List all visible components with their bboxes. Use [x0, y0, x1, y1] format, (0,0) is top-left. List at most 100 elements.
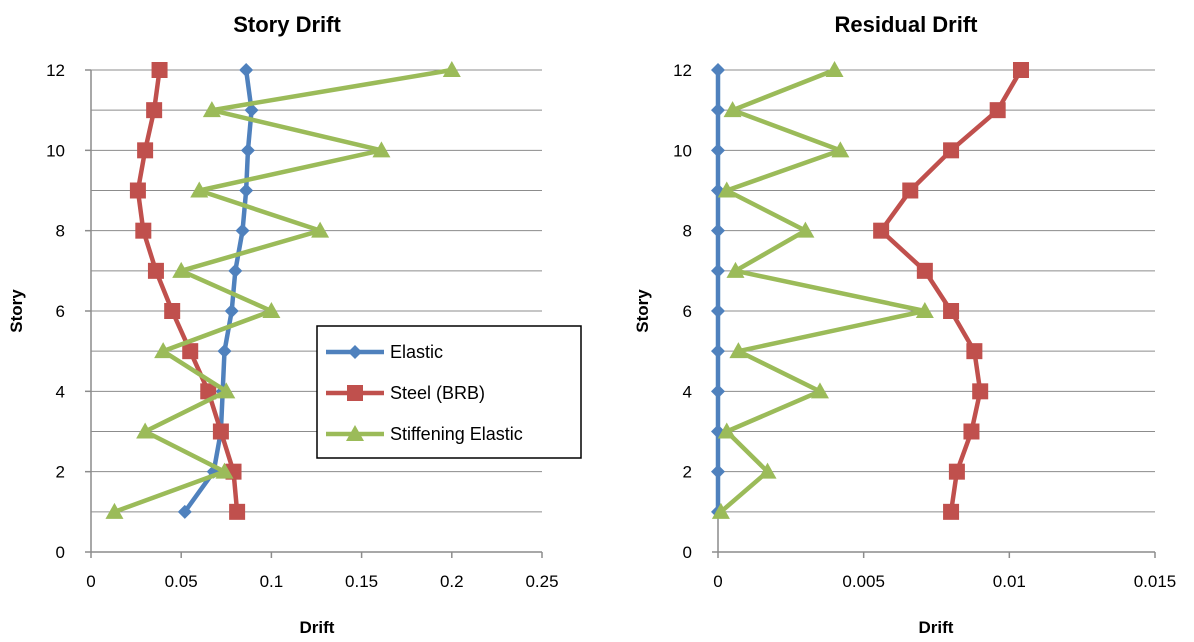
y-tick-label: 10 — [46, 141, 65, 160]
data-point — [711, 384, 725, 399]
series-line — [182, 69, 254, 514]
residual-drift-ylabel: Story — [633, 289, 652, 333]
x-tick-label: 0 — [713, 572, 722, 591]
x-tick-label: 0.015 — [1134, 572, 1177, 591]
legend-item: Elastic — [326, 342, 443, 362]
residual-drift-title: Residual Drift — [834, 12, 978, 37]
y-tick-label: 12 — [673, 61, 692, 80]
data-point — [135, 222, 152, 239]
series-stiffening-elastic — [711, 61, 934, 519]
residual-drift-xlabel: Drift — [919, 618, 954, 637]
data-point — [711, 103, 725, 118]
y-tick-label: 8 — [56, 222, 65, 241]
legend-item: Steel (BRB) — [326, 383, 485, 403]
data-point — [240, 143, 255, 158]
residual-drift-series — [711, 61, 1029, 520]
legend-item: Stiffening Elastic — [326, 424, 523, 444]
data-point — [831, 141, 850, 158]
data-point — [442, 61, 461, 77]
x-tick-label: 0.005 — [842, 572, 885, 591]
series-elastic — [711, 63, 725, 519]
story-drift-chart: Story Drift 0 0.05 0.1 0.15 0.2 0.25 0 2 4 6 8 10 12… — [7, 12, 559, 637]
x-tick-label: 0.05 — [165, 572, 198, 591]
data-point — [151, 62, 168, 78]
residual-drift-chart: Residual Drift 0 0.005 0.01 0.015024681012 … — [633, 12, 1176, 637]
data-point — [711, 304, 725, 318]
data-point — [711, 143, 725, 158]
legend-label: Steel (BRB) — [390, 383, 485, 403]
data-point — [796, 221, 815, 238]
legend-marker — [347, 385, 363, 401]
series-line — [113, 67, 453, 514]
series-steel-brb — [873, 62, 1029, 520]
data-point — [229, 503, 246, 520]
residual-drift-grid — [718, 69, 1155, 513]
data-point — [105, 502, 124, 519]
y-tick-label: 2 — [683, 463, 692, 482]
data-point — [726, 261, 745, 278]
data-point — [172, 261, 191, 278]
data-point — [989, 102, 1006, 119]
data-point — [217, 382, 236, 399]
data-point — [262, 302, 281, 318]
story-drift-axes — [85, 69, 543, 558]
y-tick-label: 0 — [56, 543, 65, 562]
data-point — [972, 383, 989, 400]
data-point — [825, 61, 844, 77]
data-point — [717, 181, 736, 198]
y-tick-label: 4 — [56, 382, 65, 401]
data-point — [948, 463, 965, 480]
x-tick-label: 0.1 — [260, 572, 284, 591]
story-drift-title: Story Drift — [233, 12, 341, 37]
data-point — [154, 342, 173, 359]
data-point — [711, 502, 730, 519]
data-point — [235, 223, 250, 238]
data-point — [711, 223, 725, 238]
series-line — [878, 68, 1023, 513]
data-point — [164, 303, 181, 319]
data-point — [372, 141, 391, 158]
series-elastic — [177, 63, 259, 519]
data-point — [916, 262, 933, 279]
data-point — [182, 343, 199, 360]
y-tick-label: 6 — [56, 302, 65, 321]
data-point — [202, 101, 221, 118]
data-point — [915, 302, 934, 318]
data-point — [239, 63, 254, 77]
data-point — [239, 183, 254, 198]
y-tick-label: 12 — [46, 61, 65, 80]
data-point — [1012, 62, 1029, 78]
data-point — [212, 423, 229, 440]
data-point — [215, 462, 234, 479]
y-tick-label: 6 — [683, 302, 692, 321]
y-tick-label: 8 — [683, 222, 692, 241]
story-drift-ylabel: Story — [7, 289, 26, 333]
data-point — [711, 263, 725, 278]
x-tick-label: 0.01 — [993, 572, 1026, 591]
data-point — [943, 503, 960, 520]
data-point — [244, 103, 259, 118]
legend-marker — [346, 425, 364, 441]
data-point — [810, 382, 829, 399]
data-point — [146, 102, 163, 119]
data-point — [147, 262, 164, 279]
data-point — [758, 462, 777, 479]
legend: Elastic Steel (BRB) Stiffening Elastic — [316, 325, 582, 459]
data-point — [177, 504, 192, 519]
data-point — [943, 142, 960, 159]
x-tick-label: 0.15 — [345, 572, 378, 591]
data-point — [129, 182, 146, 199]
data-point — [729, 342, 748, 359]
residual-drift-tick-labels: 0 0.005 0.01 0.015 0 2 4 6 8 10 12 — [673, 61, 1176, 591]
data-point — [200, 383, 217, 400]
data-point — [943, 303, 960, 319]
data-point — [966, 343, 983, 360]
x-tick-label: 0.2 — [440, 572, 464, 591]
data-point — [228, 263, 243, 278]
series-stiffening-elastic — [105, 61, 461, 519]
legend-items: Elastic Steel (BRB) Stiffening Elastic — [326, 342, 523, 444]
data-point — [711, 63, 725, 77]
data-point — [136, 422, 155, 439]
data-point — [963, 423, 980, 440]
